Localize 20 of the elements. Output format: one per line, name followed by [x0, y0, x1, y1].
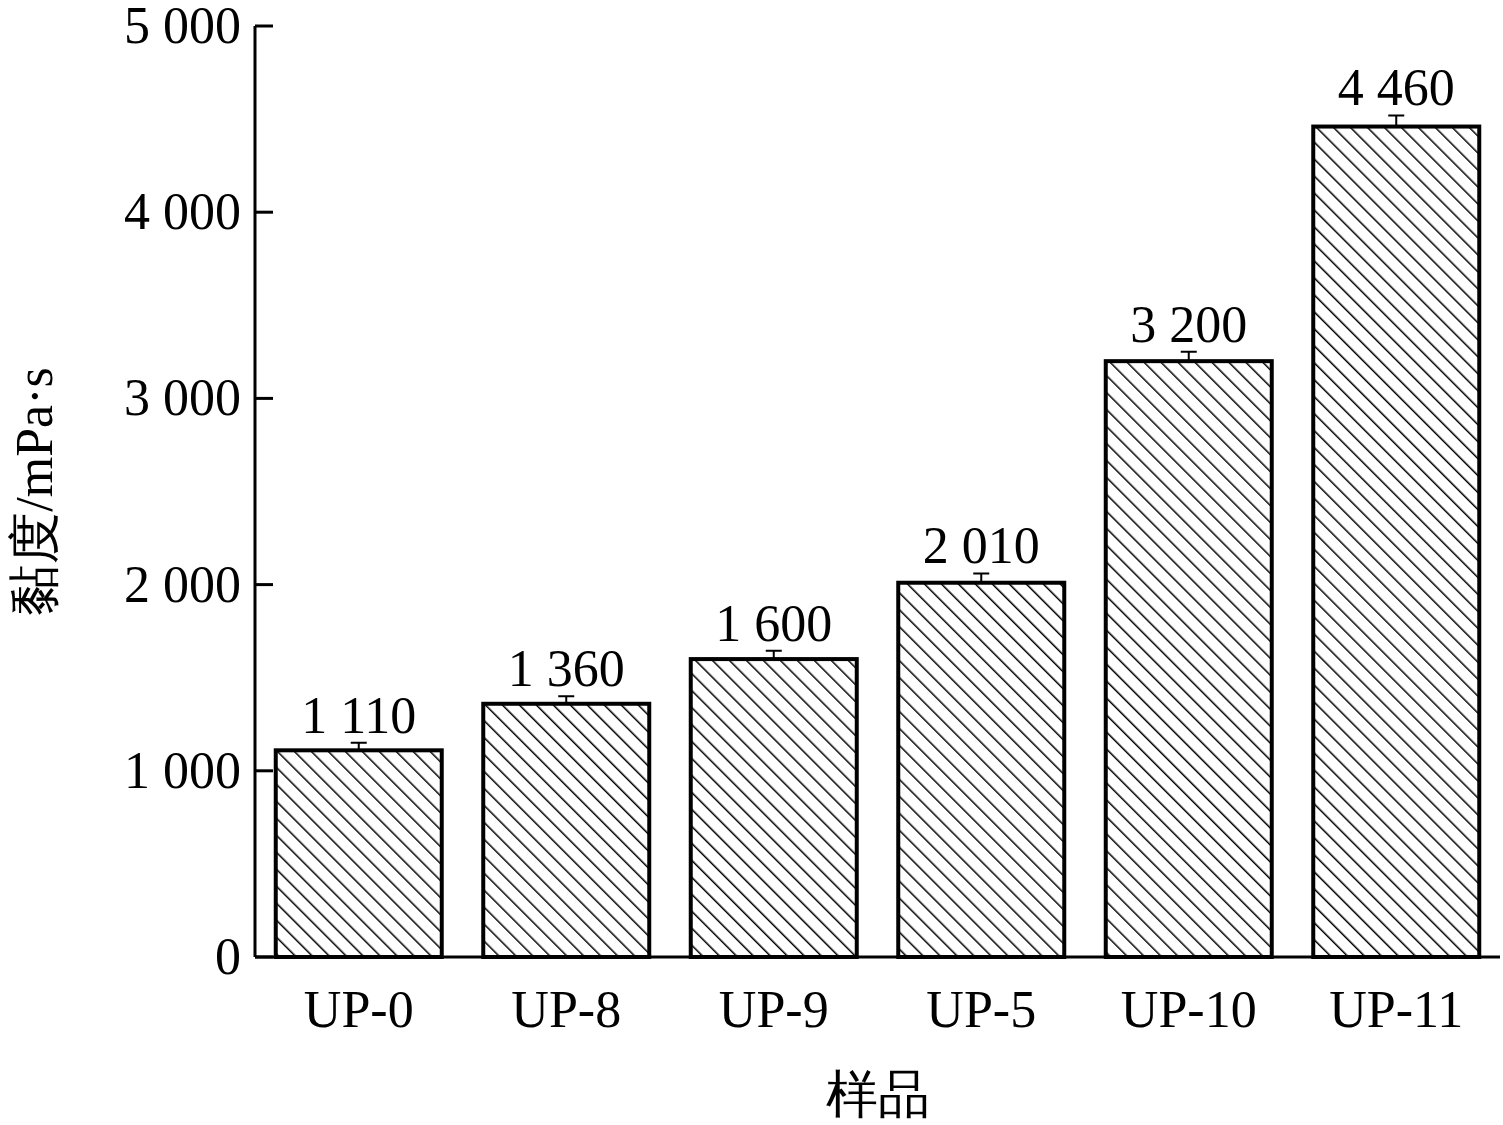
y-axis-title: 黏度/mPa·s: [6, 367, 63, 616]
data-label: 2 010: [922, 517, 1040, 575]
x-tick-label: UP-0: [303, 981, 414, 1038]
data-label: 1 360: [507, 640, 625, 698]
x-tick-label: UP-5: [926, 981, 1037, 1038]
x-tick-label: UP-9: [718, 981, 829, 1038]
y-tick-label: 1 000: [124, 741, 241, 799]
y-tick-label: 0: [215, 928, 241, 985]
data-label: 4 460: [1337, 59, 1455, 117]
data-label: 1 600: [715, 594, 833, 652]
y-tick-label: 4 000: [124, 183, 241, 241]
y-tick-label: 3 000: [124, 369, 241, 427]
y-tick-label: 2 000: [124, 555, 241, 613]
y-tick-label: 5 000: [124, 0, 241, 54]
x-tick-label: UP-8: [511, 981, 622, 1038]
data-label: 1 110: [301, 686, 417, 744]
data-label: 3 200: [1130, 295, 1248, 353]
x-tick-label: UP-11: [1329, 981, 1464, 1038]
x-tick-label: UP-10: [1120, 981, 1257, 1038]
x-axis-title: 样品: [825, 1066, 930, 1123]
